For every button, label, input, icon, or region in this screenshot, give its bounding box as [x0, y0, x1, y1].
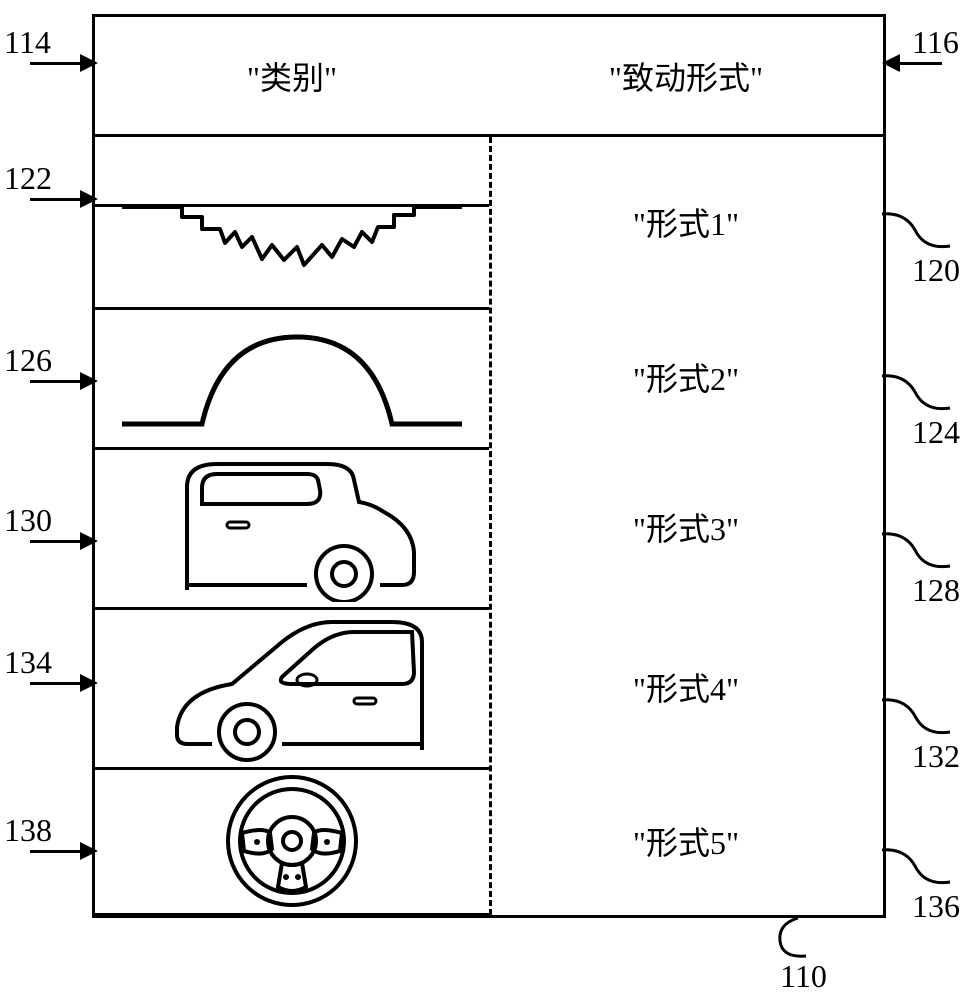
bump-icon [122, 312, 462, 442]
callout-114: 114 [4, 24, 51, 61]
steering-wheel-icon [192, 767, 392, 915]
arrow-head [80, 54, 98, 72]
row-divider [95, 913, 489, 916]
form-label-3: "形式3" [489, 447, 883, 607]
table-row: "形式3" [95, 447, 883, 607]
category-icon-car-front [95, 607, 489, 767]
table-row: "形式2" [95, 307, 883, 447]
arrow-line [30, 198, 82, 201]
arrow-head [80, 372, 98, 390]
form-label-2: "形式2" [489, 307, 883, 447]
category-icon-steering-wheel [95, 767, 489, 915]
arrow-head [80, 532, 98, 550]
callout-138: 138 [4, 812, 52, 849]
category-icon-pothole [95, 137, 489, 307]
pothole-icon [122, 147, 462, 297]
callout-128: 128 [912, 572, 960, 609]
table-header: "类别" "致动形式" [95, 17, 883, 137]
panel: "类别" "致动形式" "形式1" "形式2" [92, 14, 886, 918]
car-front-icon [122, 612, 462, 762]
car-rear-icon [122, 452, 462, 602]
category-icon-bump [95, 307, 489, 447]
form-label-5: "形式5" [489, 767, 883, 915]
arrow-head [882, 54, 900, 72]
table-row: "形式1" [95, 137, 883, 307]
arrow-head [80, 190, 98, 208]
arrow-line [30, 62, 82, 65]
callout-132: 132 [912, 738, 960, 775]
form-label-4: "形式4" [489, 607, 883, 767]
header-actuation-form: "致动形式" [489, 17, 883, 134]
form-label-1: "形式1" [489, 137, 883, 307]
arrow-head [80, 842, 98, 860]
callout-110: 110 [780, 958, 827, 995]
callout-124: 124 [912, 414, 960, 451]
callout-120: 120 [912, 252, 960, 289]
table-row: "形式5" [95, 767, 883, 915]
callout-126: 126 [4, 342, 52, 379]
arrow-line [30, 682, 82, 685]
header-category: "类别" [95, 17, 489, 134]
arrow-line [898, 62, 942, 65]
callout-136: 136 [912, 888, 960, 925]
callout-134: 134 [4, 644, 52, 681]
category-icon-car-rear [95, 447, 489, 607]
row-topline-partial [95, 204, 489, 207]
callout-116: 116 [912, 24, 959, 61]
callout-122: 122 [4, 160, 52, 197]
callout-130: 130 [4, 502, 52, 539]
arrow-line [30, 380, 82, 383]
table-row: "形式4" [95, 607, 883, 767]
table-body: "形式1" "形式2" [95, 137, 883, 915]
arrow-line [30, 540, 82, 543]
arrow-head [80, 674, 98, 692]
arrow-line [30, 850, 82, 853]
